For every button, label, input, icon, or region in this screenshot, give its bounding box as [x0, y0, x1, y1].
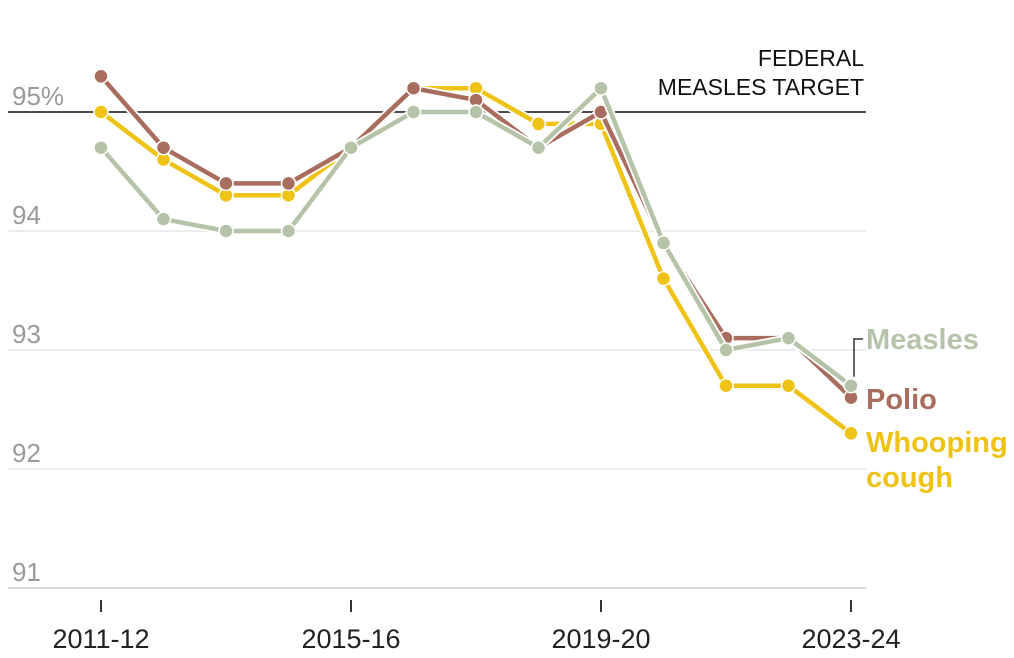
series-label-measles: Measles	[866, 324, 979, 356]
data-point	[155, 211, 172, 227]
data-point	[93, 68, 109, 85]
data-point	[405, 80, 422, 96]
data-point	[843, 425, 859, 442]
data-point	[718, 342, 734, 358]
data-point	[93, 104, 109, 120]
series-line	[98, 85, 854, 436]
series-whooping-cough	[93, 80, 859, 442]
data-point	[593, 80, 609, 96]
data-point	[780, 377, 797, 394]
data-point	[93, 139, 109, 156]
data-point	[468, 104, 484, 120]
series-measles	[93, 80, 859, 394]
series-lines	[93, 68, 859, 442]
data-point	[280, 223, 297, 239]
data-point	[530, 116, 547, 132]
federal-measles-target: FEDERAL MEASLES TARGET	[8, 45, 866, 113]
series-line-halo	[97, 84, 855, 438]
data-point	[718, 377, 734, 394]
x-tick-label: 2011-12	[52, 624, 149, 654]
x-tick-label: 2023-24	[801, 624, 900, 654]
data-point	[530, 139, 547, 156]
series-label-whooping-cough: cough	[866, 462, 953, 494]
series-label-whooping-cough: Whooping	[866, 427, 1008, 459]
measles-label-connector	[853, 338, 863, 377]
data-point	[343, 139, 359, 156]
x-axis: 2011-12 2015-16 2019-20 2023-24	[8, 587, 901, 654]
data-point	[405, 104, 422, 120]
x-tick-label: 2019-20	[551, 624, 650, 654]
data-point	[280, 175, 297, 192]
data-point	[843, 377, 859, 394]
series-label-polio: Polio	[866, 384, 937, 416]
data-point	[155, 139, 172, 156]
y-tick-label: 94	[12, 200, 41, 230]
data-point	[780, 330, 797, 346]
y-tick-label: 92	[12, 438, 41, 468]
y-tick-label: 91	[12, 557, 41, 587]
data-point	[655, 235, 672, 251]
target-label: FEDERAL	[758, 45, 864, 71]
target-label: MEASLES TARGET	[658, 74, 864, 100]
x-tick-label: 2015-16	[301, 624, 400, 654]
grid-lines: 95% 94 93 92 91	[8, 81, 866, 589]
data-point	[655, 270, 672, 287]
data-point	[218, 175, 234, 192]
y-tick-label: 93	[12, 319, 41, 349]
y-tick-label: 95%	[12, 81, 64, 111]
data-point	[218, 223, 234, 239]
